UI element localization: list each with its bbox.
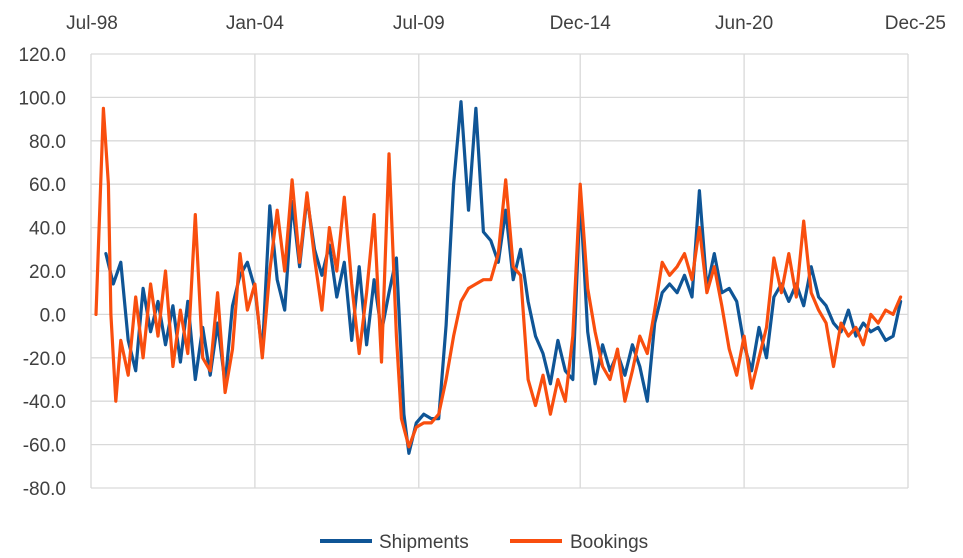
y-tick-label: 100.0 xyxy=(18,88,66,109)
y-tick-label: 0.0 xyxy=(40,305,66,326)
plot-area xyxy=(94,100,903,455)
x-tick-label: Jan-04 xyxy=(226,13,285,34)
y-tick-label: -60.0 xyxy=(23,436,66,457)
y-tick-label: 60.0 xyxy=(29,175,66,196)
y-tick-label: 80.0 xyxy=(29,132,66,153)
x-tick-label: Jul-98 xyxy=(66,13,118,34)
x-tick-label: Dec-25 xyxy=(885,13,946,34)
legend-label-shipments: Shipments xyxy=(379,532,469,553)
x-axis-tick-labels: Jul-98 Jan-04 Jul-09 Dec-14 Jun-20 Dec-25 xyxy=(66,13,946,34)
y-tick-label: 120.0 xyxy=(18,45,66,66)
x-tick-label: Dec-14 xyxy=(550,13,612,34)
y-tick-label: -80.0 xyxy=(23,479,66,500)
y-tick-label: 20.0 xyxy=(29,262,66,283)
legend: Shipments Bookings xyxy=(320,532,648,553)
series-line-bookings xyxy=(94,106,903,449)
y-tick-label: -20.0 xyxy=(23,349,66,370)
x-tick-label: Jul-09 xyxy=(393,13,445,34)
y-axis-tick-labels: 120.0 100.0 80.0 60.0 40.0 20.0 0.0 -20.0 -40.0 -… xyxy=(18,45,66,500)
y-tick-label: 40.0 xyxy=(29,219,66,240)
legend-label-bookings: Bookings xyxy=(570,532,648,553)
x-tick-label: Jun-20 xyxy=(715,13,773,34)
y-tick-label: -40.0 xyxy=(23,392,66,413)
